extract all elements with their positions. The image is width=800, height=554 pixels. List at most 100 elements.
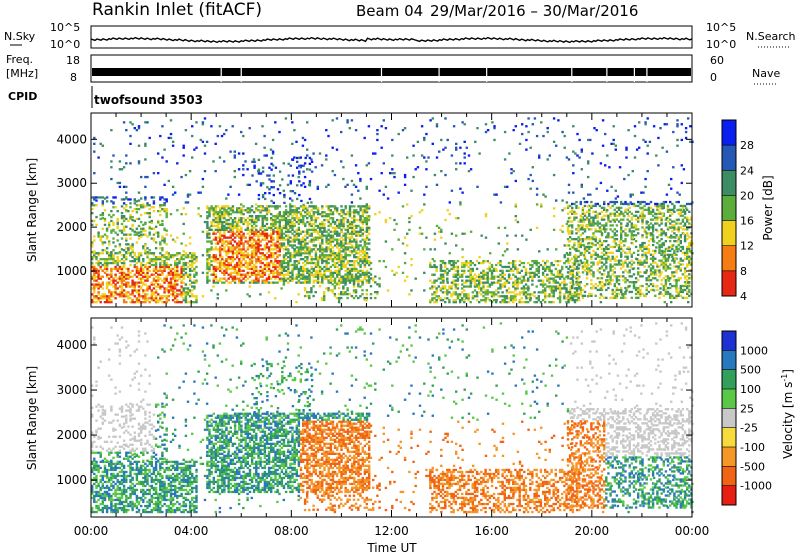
data-cell	[319, 246, 322, 249]
data-cell	[321, 226, 324, 229]
data-cell	[439, 267, 443, 271]
data-cell	[259, 244, 262, 247]
data-cell	[579, 281, 582, 284]
data-cell	[630, 218, 633, 221]
data-cell	[677, 292, 680, 296]
data-cell	[561, 267, 564, 271]
data-cell	[677, 230, 680, 233]
data-cell	[355, 232, 358, 235]
data-cell	[302, 258, 305, 261]
data-cell	[206, 230, 209, 233]
data-cell	[312, 261, 315, 265]
data-cell	[607, 286, 610, 290]
data-cell	[125, 233, 128, 236]
data-cell	[242, 256, 245, 259]
data-cell	[105, 200, 109, 203]
data-cell	[240, 234, 243, 237]
data-cell	[325, 213, 328, 216]
data-cell	[546, 285, 549, 288]
data-cell	[585, 236, 589, 239]
data-cell	[284, 218, 288, 222]
data-cell	[363, 277, 366, 280]
data-cell	[302, 236, 305, 239]
data-cell	[329, 273, 332, 276]
data-cell	[227, 263, 230, 267]
data-cell	[148, 287, 151, 290]
data-cell	[609, 245, 612, 249]
data-cell	[321, 213, 324, 216]
data-cell	[363, 254, 367, 257]
data-cell	[327, 275, 330, 278]
data-cell	[654, 269, 657, 272]
data-cell	[567, 267, 570, 271]
data-cell	[108, 223, 111, 226]
data-cell	[150, 237, 153, 240]
data-cell	[512, 273, 515, 276]
data-cell	[630, 224, 633, 227]
data-cell	[365, 226, 369, 229]
data-cell	[585, 238, 589, 241]
data-cell	[167, 299, 170, 302]
data-cell	[615, 286, 619, 290]
data-cell	[114, 289, 117, 292]
data-cell	[344, 238, 347, 241]
data-cell	[95, 252, 98, 255]
data-cell	[329, 279, 332, 282]
data-cell	[146, 273, 149, 276]
data-cell	[127, 273, 130, 276]
data-cell	[133, 273, 136, 276]
data-cell	[137, 217, 141, 221]
data-cell	[321, 281, 324, 284]
data-cell	[227, 281, 230, 284]
data-cell	[596, 202, 599, 206]
data-cell	[303, 289, 307, 292]
data-cell	[527, 289, 530, 292]
data-cell	[365, 218, 369, 222]
data-cell	[176, 271, 179, 274]
data-cell	[615, 214, 619, 217]
data-cell	[152, 269, 156, 272]
data-cell	[321, 220, 324, 224]
data-cell	[146, 299, 149, 302]
data-cell	[101, 212, 104, 215]
data-cell	[157, 258, 160, 261]
data-cell	[643, 204, 646, 208]
data-cell	[669, 283, 672, 286]
data-cell	[282, 277, 286, 280]
data-cell	[242, 232, 245, 235]
data-cell	[114, 283, 117, 286]
data-cell	[131, 293, 134, 296]
data-cell	[439, 287, 443, 290]
data-cell	[688, 247, 691, 251]
data-cell	[622, 240, 625, 243]
data-cell	[346, 293, 349, 296]
data-cell	[225, 279, 228, 282]
data-cell	[93, 297, 96, 300]
data-cell	[539, 283, 543, 286]
data-cell	[270, 156, 273, 160]
data-cell	[357, 234, 360, 237]
data-cell	[475, 295, 479, 298]
data-cell	[270, 248, 273, 251]
data-cell	[231, 254, 235, 257]
data-cell	[159, 256, 162, 259]
data-cell	[308, 156, 312, 160]
data-cell	[342, 213, 345, 216]
data-cell	[259, 211, 262, 214]
data-cell	[654, 251, 657, 254]
data-cell	[664, 200, 668, 204]
data-cell	[157, 293, 160, 296]
data-cell	[613, 284, 616, 288]
data-cell	[93, 267, 96, 271]
data-cell	[656, 288, 659, 292]
data-cell	[236, 261, 239, 265]
data-cell	[688, 290, 691, 294]
data-cell	[585, 277, 589, 280]
data-cell	[365, 261, 369, 265]
data-cell	[236, 234, 239, 237]
data-cell	[484, 297, 487, 300]
data-cell	[236, 230, 239, 233]
data-cell	[664, 261, 668, 264]
data-cell	[265, 218, 269, 222]
data-cell	[125, 275, 128, 278]
